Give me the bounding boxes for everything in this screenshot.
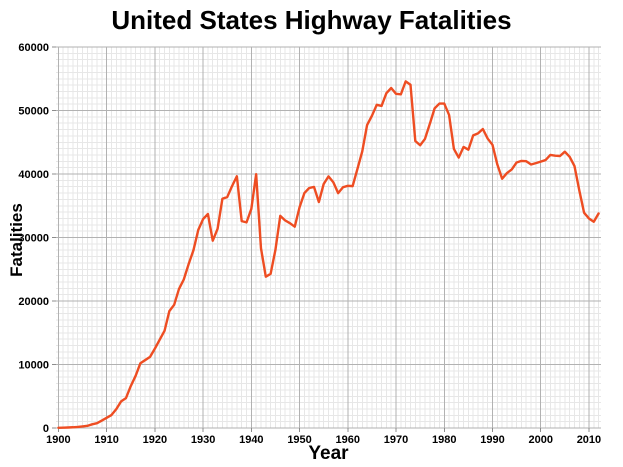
x-tick-label: 1910 [94,434,118,446]
y-tick-label: 20000 [18,296,49,308]
fatalities-line [57,80,600,429]
x-tick-label: 1920 [143,434,167,446]
chart-title: United States Highway Fatalities [111,5,512,35]
x-tick-label: 1930 [191,434,215,446]
x-tick-label: 2000 [528,434,552,446]
x-tick-label: 1960 [336,434,360,446]
x-tick-label: 1900 [46,434,70,446]
x-tick-label: 2010 [577,434,601,446]
y-tick-label: 0 [43,423,49,435]
x-axis-title: Year [308,443,349,464]
x-tick-label: 1940 [239,434,263,446]
x-tick-label: 1980 [432,434,456,446]
x-tick-label: 1970 [384,434,408,446]
x-tick-label: 1990 [480,434,504,446]
y-tick-label: 50000 [18,106,49,118]
y-tick-label: 30000 [18,233,49,245]
x-tick-label: 1950 [287,434,311,446]
y-tick-label: 10000 [18,360,49,372]
y-tick-label: 60000 [18,42,49,54]
y-tick-label: 40000 [18,169,49,181]
